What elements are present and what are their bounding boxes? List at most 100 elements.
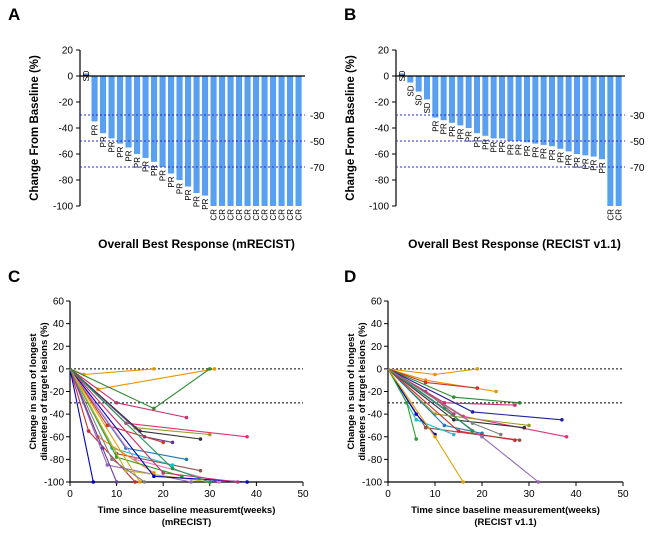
series-point	[564, 434, 569, 439]
series-point	[452, 432, 456, 437]
bar-label: CR	[227, 209, 236, 221]
series-point	[133, 480, 138, 484]
x-axis-label: Time since baseline measurement(weeks)	[411, 505, 600, 516]
bar	[499, 76, 505, 139]
bar-label: PR	[523, 145, 532, 156]
bar	[236, 76, 243, 206]
series-line	[69, 368, 210, 483]
bar-label: PR	[465, 131, 474, 142]
x-tick-label: 40	[570, 489, 582, 500]
bar	[91, 76, 98, 122]
reference-label: -70	[310, 163, 325, 174]
bar	[615, 76, 622, 206]
series-point	[433, 372, 437, 377]
y-tick-label: -80	[375, 176, 390, 187]
bar	[108, 76, 115, 139]
bar	[244, 76, 251, 206]
bar	[407, 76, 414, 83]
bar	[125, 76, 132, 148]
series-point	[152, 406, 156, 411]
series-point	[499, 432, 503, 437]
x-axis-label: Overall Best Response (mRECIST)	[98, 237, 295, 251]
y-tick-label: -40	[368, 410, 383, 421]
series-point	[423, 380, 428, 385]
bar-label: PR	[515, 144, 524, 155]
bar	[474, 76, 480, 134]
y-axis-label: Change From Baseline (%)	[29, 55, 41, 201]
series-point	[423, 425, 428, 430]
y-tick-label: -100	[369, 202, 389, 213]
bar-label: PR	[99, 136, 108, 147]
y-tick-label: 0	[376, 364, 382, 375]
bar-label: PR	[159, 170, 168, 181]
bar	[168, 76, 175, 174]
y-tick-label: -60	[375, 150, 390, 161]
series-point	[527, 423, 531, 428]
bar-label: PR	[448, 126, 457, 137]
bar	[202, 76, 209, 196]
bar-label: PR	[481, 139, 490, 150]
series-point	[522, 425, 527, 430]
bar-label: PR	[201, 198, 210, 209]
series-point	[475, 367, 480, 371]
y-tick-label: 20	[378, 46, 390, 57]
x-axis-label-line2: (RECIST v1.1)	[474, 517, 536, 528]
series-point	[513, 438, 517, 442]
y-tick-label: -100	[362, 478, 382, 489]
bar	[159, 76, 166, 167]
bar-label: CR	[210, 209, 219, 221]
series-point	[184, 457, 189, 462]
y-tick-label: -20	[59, 98, 74, 109]
series-line	[69, 368, 238, 483]
bar	[549, 76, 555, 147]
bar	[424, 76, 430, 100]
reference-label: -30	[310, 111, 325, 122]
series-point	[170, 440, 175, 445]
series-point	[170, 463, 175, 467]
bar-label: CR	[278, 209, 287, 221]
y-tick-label: -100	[44, 478, 64, 489]
bar-label: PR	[176, 183, 185, 194]
y-axis-label: Change From Baseline (%)	[345, 55, 357, 201]
panel-letter: D	[344, 267, 356, 286]
x-axis-label: Time since baseline measuremt(weeks)	[98, 505, 276, 516]
series-point	[110, 457, 114, 462]
bar	[151, 76, 158, 162]
bar	[83, 73, 90, 76]
bar-label: CR	[269, 209, 278, 221]
bar-label: PR	[573, 157, 582, 168]
series-point	[105, 423, 110, 428]
panel-b: B 20 0 -20 -40 -60 -80 -100 Change From Baseline…	[344, 5, 645, 251]
series-point	[198, 437, 203, 441]
bar	[415, 76, 422, 92]
series-point	[452, 395, 456, 399]
x-tick-label: 0	[385, 489, 391, 500]
bar	[582, 76, 589, 156]
bar	[482, 76, 489, 136]
bar	[219, 76, 226, 206]
x-tick-label: 20	[158, 489, 170, 500]
bar-label: CR	[606, 209, 615, 221]
bar-label: CR	[261, 209, 270, 221]
series-point	[245, 434, 249, 439]
x-tick-label: 10	[429, 489, 441, 500]
x-tick-label: 20	[476, 489, 488, 500]
reference-label: -50	[630, 137, 645, 148]
series-point	[442, 406, 447, 411]
series-point	[442, 423, 447, 428]
bar-label: PR	[598, 162, 607, 173]
series-point	[152, 367, 156, 371]
panel-a: A 20 0 -20 -40 -60 -80 -100 Change From Baseline…	[8, 5, 325, 251]
x-axis-label: Overall Best Response (RECIST v1.1)	[408, 237, 621, 251]
y-tick-label: 40	[371, 319, 383, 330]
series-point	[513, 403, 517, 407]
series-line	[69, 368, 210, 483]
x-tick-label: 30	[204, 489, 216, 500]
y-tick-label: 60	[371, 297, 383, 308]
y-tick-label: 0	[383, 72, 389, 83]
series-point	[235, 480, 240, 484]
series-point	[560, 417, 564, 422]
series-point	[208, 480, 212, 484]
bar	[295, 76, 302, 206]
series-point	[517, 401, 522, 405]
